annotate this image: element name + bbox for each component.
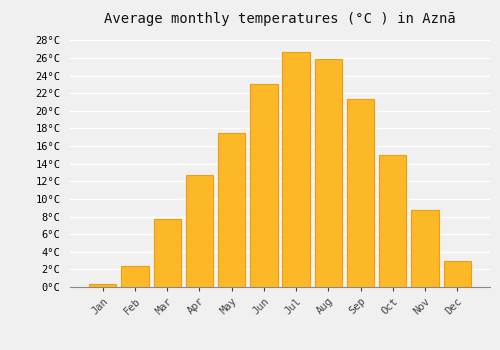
- Bar: [122, 266, 148, 287]
- Bar: [186, 175, 213, 287]
- Bar: [379, 155, 406, 287]
- Bar: [444, 260, 471, 287]
- Title: Average monthly temperatures (°C ) in Aznā: Average monthly temperatures (°C ) in Az…: [104, 12, 456, 26]
- Bar: [412, 210, 438, 287]
- Bar: [347, 99, 374, 287]
- Bar: [314, 59, 342, 287]
- Bar: [250, 84, 278, 287]
- Bar: [154, 219, 181, 287]
- Bar: [218, 133, 246, 287]
- Bar: [282, 52, 310, 287]
- Bar: [89, 284, 117, 287]
